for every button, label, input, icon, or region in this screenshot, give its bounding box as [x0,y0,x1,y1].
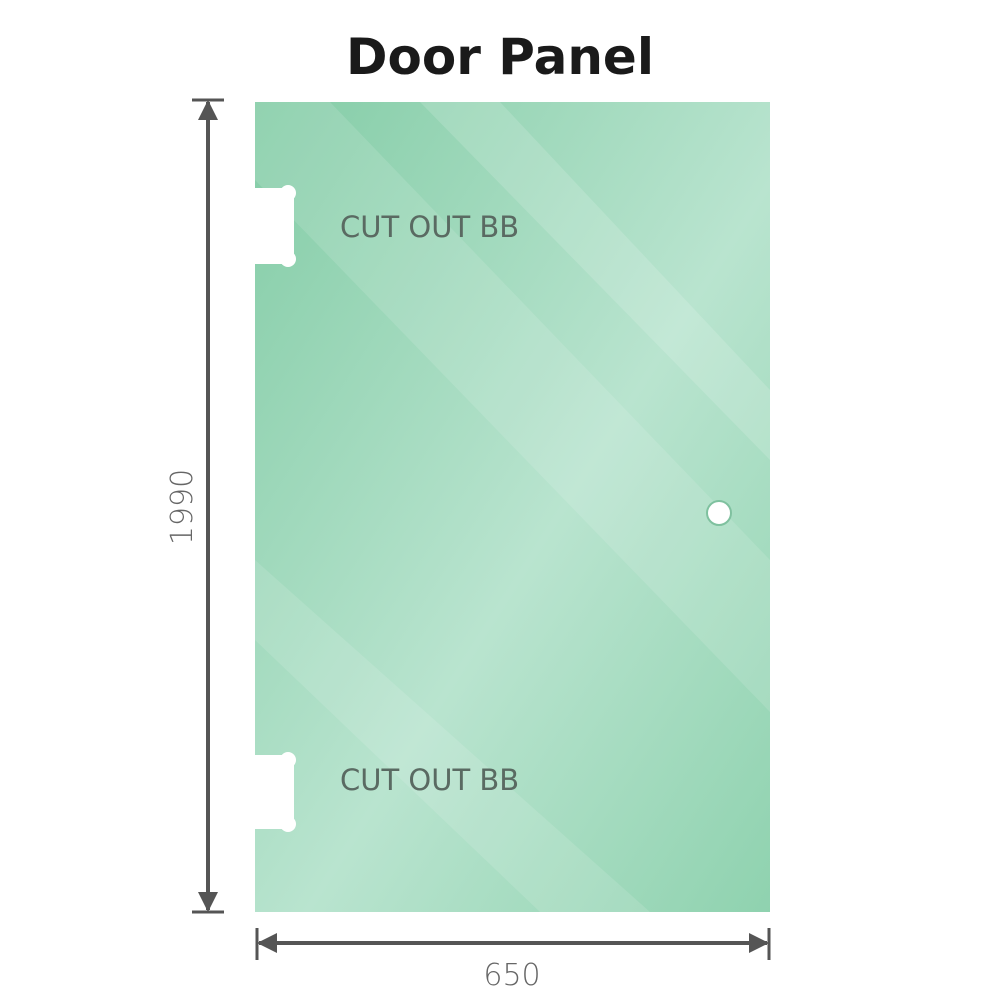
glass-panel [255,102,770,912]
handle-hole [706,500,732,526]
width-label: 650 [483,958,540,993]
diagram-title: Door Panel [346,28,654,86]
cutout-bottom [252,752,296,832]
cutout-top-label: CUT OUT BB [340,210,519,244]
width-dimension: 650 [255,928,771,993]
cutout-bottom-label: CUT OUT BB [340,763,519,797]
height-label: 1990 [165,469,200,545]
height-dimension: 1990 [165,98,224,914]
cutout-top [252,185,296,267]
